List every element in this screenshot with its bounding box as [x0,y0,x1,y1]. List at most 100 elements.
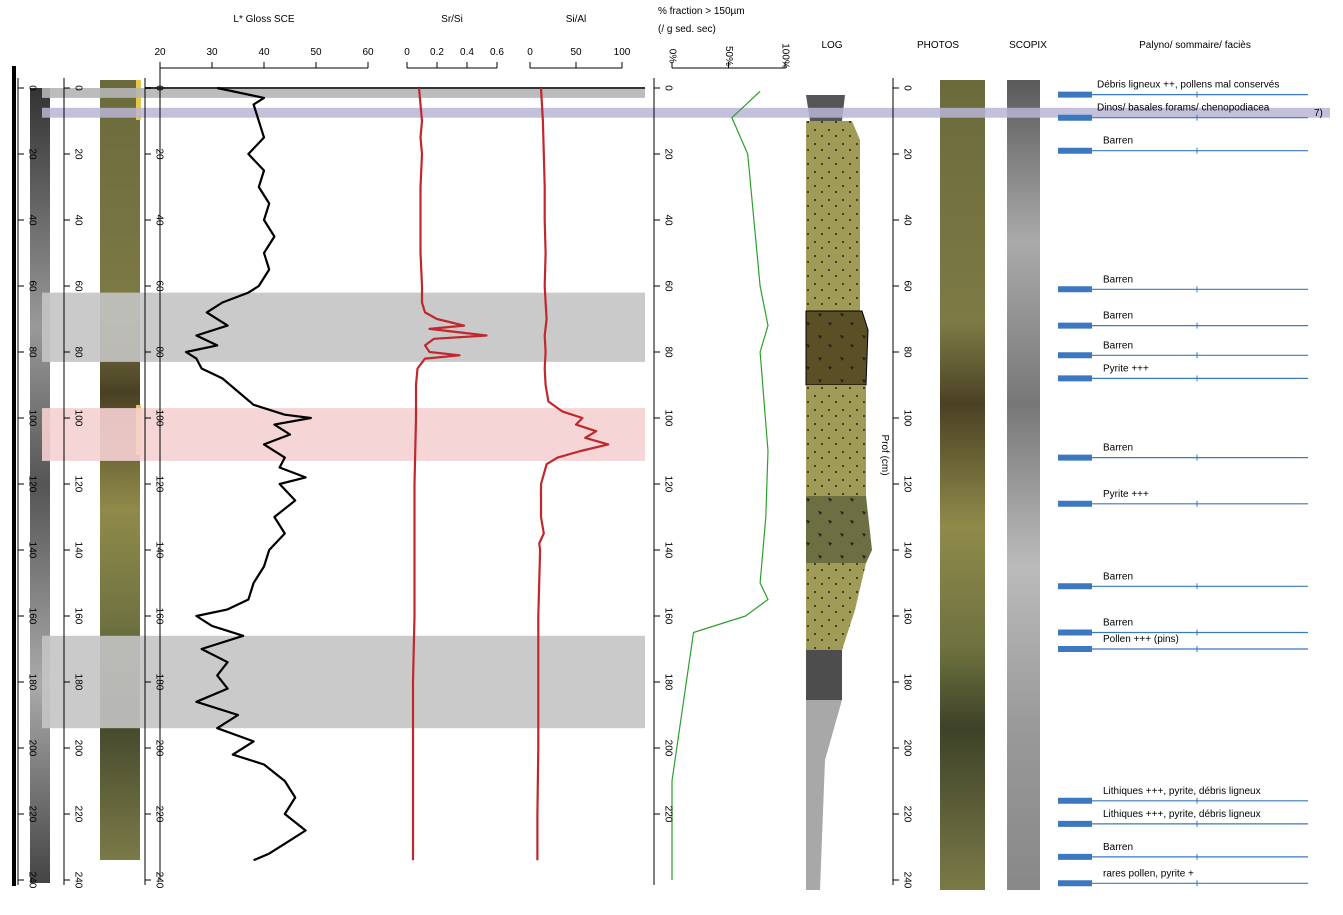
annotation-label: rares pollen, pyrite + [1103,868,1194,879]
depth-tick-label: 200 [72,740,83,757]
depth-tick-label: 220 [72,806,83,823]
depth-tick-label: 80 [26,346,37,358]
x-tick-label: 50% [723,46,734,66]
column-header: Palyno/ sommaire/ faciès [1139,40,1251,51]
depth-tick-label: 40 [72,214,83,226]
depth-tick-label: 220 [26,806,37,823]
depth-tick-label: 100 [72,410,83,427]
depth-tick-label: 40 [901,214,912,226]
depth-tick-label: 200 [662,740,673,757]
depth-tick-label: 220 [901,806,912,823]
x-tick-label: 50 [310,47,322,58]
photos-column [940,80,985,890]
depth-tick-label: 0 [153,85,164,91]
depth-tick-label: 40 [662,214,673,226]
depth-tick-label: 240 [26,872,37,889]
annotation-label: Pyrite +++ [1103,489,1149,500]
depth-tick-label: 60 [153,280,164,292]
x-tick-label: 100% [779,43,790,69]
depth-tick-label: 180 [662,674,673,691]
depth-tick-label: 100 [901,410,912,427]
depth-band [42,88,645,98]
profile-line [536,87,610,861]
depth-tick-label: 60 [72,280,83,292]
depth-tick-label: 240 [153,872,164,889]
scopix-column [1007,80,1040,890]
depth-tick-label: 100 [662,410,673,427]
depth-tick-label: 100 [153,410,164,427]
annotation-label: Lithiques +++, pyrite, débris ligneux [1103,809,1261,820]
column-header: SCOPIX [1009,40,1047,51]
depth-tick-label: 220 [662,806,673,823]
annotation-label: Dinos/ basales forams/ chenopodiacea [1097,103,1270,114]
depth-tick-label: 160 [72,608,83,625]
depth-tick-label: 120 [26,476,37,493]
depth-tick-label: 220 [153,806,164,823]
depth-tick-label: 60 [901,280,912,292]
depth-tick-label: 20 [72,148,83,160]
log-unit [806,385,866,496]
log-unit [806,700,842,890]
depth-band [42,107,1330,118]
annotation-label: Barren [1103,842,1133,853]
chart-title: Si/Al [566,14,587,25]
annotation-label: Barren [1103,443,1133,454]
depth-tick-label: 140 [153,542,164,559]
x-tick-label: 0 [527,47,533,58]
depth-band [42,292,645,362]
x-tick-label: 50 [570,47,582,58]
depth-tick-label: 120 [901,476,912,493]
depth-tick-label: 20 [901,148,912,160]
depth-band [42,408,645,461]
log-unit [806,650,842,700]
column-header: PHOTOS [917,40,959,51]
annotation-label: Barren [1103,340,1133,351]
depth-tick-label: 80 [901,346,912,358]
depth-tick-label: 200 [901,740,912,757]
layout [12,66,1040,890]
depth-tick-label: 120 [153,476,164,493]
chart-subtitle: (/ g sed. sec) [658,24,716,35]
depth-tick-label: 20 [26,148,37,160]
depth-tick-label: 140 [26,542,37,559]
depth-tick-label: 100 [26,410,37,427]
depth-tick-label: 180 [26,674,37,691]
chart-title: Sr/Si [441,14,463,25]
log-unit [806,121,860,311]
annotation-label: Lithiques +++, pyrite, débris ligneux [1103,786,1261,797]
depth-tick-label: 180 [153,674,164,691]
annotation-label: Débris ligneux ++, pollens mal conservés [1097,80,1279,91]
depth-tick-label: 160 [153,608,164,625]
depth-tick-label: 80 [72,346,83,358]
depth-tick-label: 160 [662,608,673,625]
depth-tick-label: 80 [662,346,673,358]
profile-line [671,90,769,880]
color-chart [136,80,141,120]
x-tick-label: 100 [614,47,631,58]
depth-tick-label: 60 [662,280,673,292]
annotation-label: Pollen +++ (pins) [1103,634,1179,645]
edge-note: 7) [1314,108,1323,119]
depth-tick-label: 180 [72,674,83,691]
depth-tick-label: 0 [662,85,673,91]
log-unit [806,563,866,650]
depth-tick-label: 80 [153,346,164,358]
depth-tick-label: 160 [26,608,37,625]
annotation-label: Barren [1103,274,1133,285]
depth-tick-label: 0 [901,85,912,91]
annotation-label: Barren [1103,136,1133,147]
x-tick-label: 0.2 [430,47,444,58]
chart-title: L* Gloss SCE [233,14,294,25]
depth-tick-label: 200 [26,740,37,757]
depth-tick-label: 20 [153,148,164,160]
depth-tick-label: 140 [662,542,673,559]
depth-tick-label: 160 [901,608,912,625]
profile-line [411,87,488,861]
depth-band [42,635,645,729]
depth-tick-label: 140 [72,542,83,559]
annotation-label: Barren [1103,311,1133,322]
column-header: LOG [821,40,842,51]
core-photo [100,80,140,860]
annotation-label: Barren [1103,571,1133,582]
